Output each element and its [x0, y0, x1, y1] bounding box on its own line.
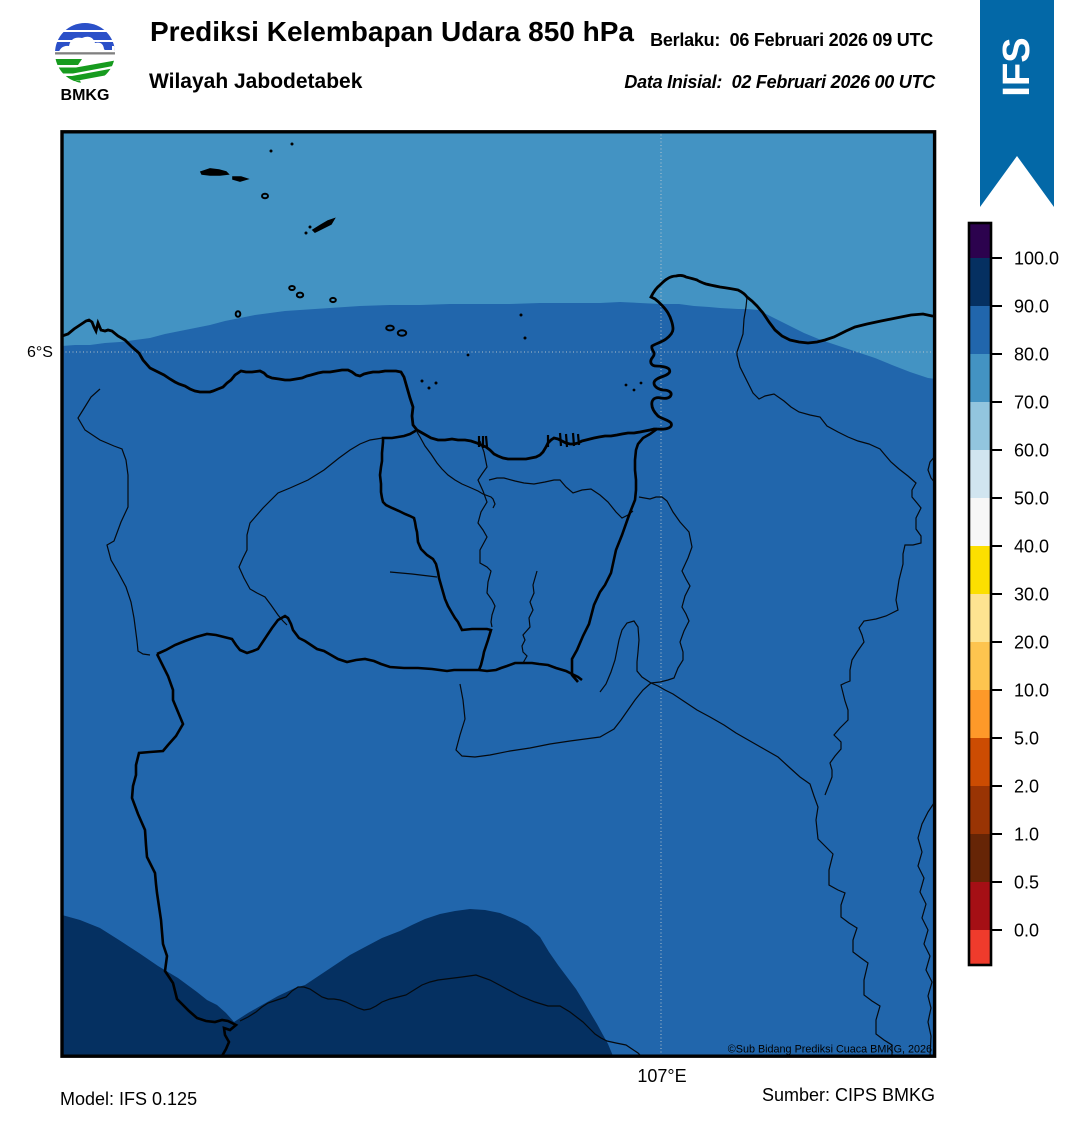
- svg-text:50.0: 50.0: [1014, 488, 1049, 508]
- svg-text:5.0: 5.0: [1014, 728, 1039, 748]
- svg-text:30.0: 30.0: [1014, 584, 1049, 604]
- svg-text:80.0: 80.0: [1014, 344, 1049, 364]
- svg-text:Model: IFS 0.125: Model: IFS 0.125: [60, 1089, 197, 1109]
- svg-text:100.0: 100.0: [1014, 248, 1059, 268]
- svg-text:40.0: 40.0: [1014, 536, 1049, 556]
- svg-text:Sumber: CIPS BMKG: Sumber: CIPS BMKG: [762, 1085, 935, 1105]
- svg-text:10.0: 10.0: [1014, 680, 1049, 700]
- svg-text:2.0: 2.0: [1014, 776, 1039, 796]
- svg-text:0.5: 0.5: [1014, 872, 1039, 892]
- svg-text:60.0: 60.0: [1014, 440, 1049, 460]
- svg-text:20.0: 20.0: [1014, 632, 1049, 652]
- svg-text:70.0: 70.0: [1014, 392, 1049, 412]
- svg-text:1.0: 1.0: [1014, 824, 1039, 844]
- svg-text:©Sub Bidang Prediksi Cuaca BMK: ©Sub Bidang Prediksi Cuaca BMKG, 2026: [728, 1044, 932, 1056]
- svg-text:90.0: 90.0: [1014, 296, 1049, 316]
- svg-text:6°S: 6°S: [27, 344, 53, 361]
- svg-text:107°E: 107°E: [637, 1066, 686, 1086]
- svg-text:IFS: IFS: [996, 37, 1038, 96]
- svg-text:BMKG: BMKG: [61, 87, 110, 103]
- svg-text:0.0: 0.0: [1014, 920, 1039, 940]
